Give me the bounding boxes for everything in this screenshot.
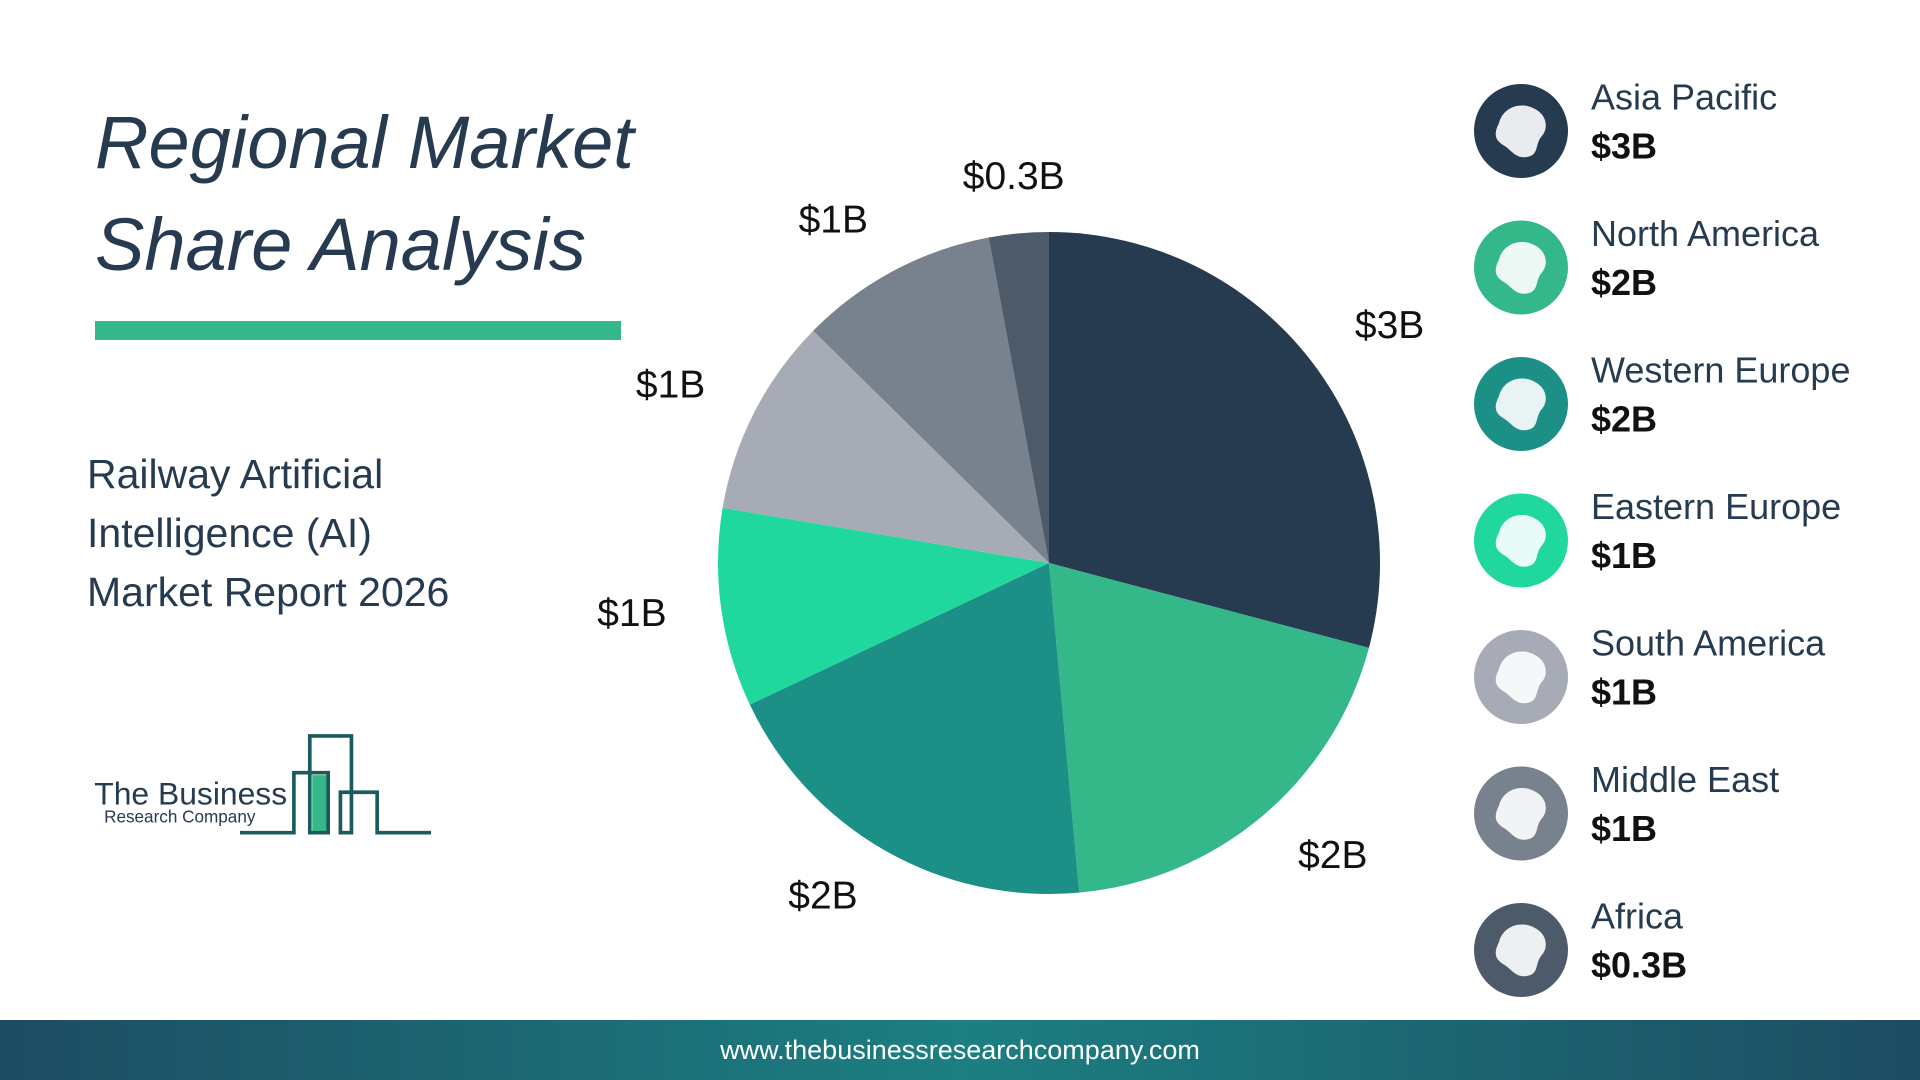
legend-value: $1B: [1591, 808, 1657, 849]
legend-label: Asia Pacific: [1591, 77, 1777, 118]
chart: The Business Research Company $3B $2B $2B $…: [94, 77, 1850, 997]
legend-icon: [1495, 924, 1546, 977]
logo-bar: [312, 775, 327, 833]
legend-icon: [1495, 378, 1546, 431]
title-underline: [95, 321, 621, 340]
legend-icon: [1495, 241, 1546, 294]
legend-icon: [1495, 105, 1546, 158]
pie-slice: [813, 237, 1049, 564]
legend-value: $1B: [1591, 535, 1657, 576]
data-label: $3B: [1355, 304, 1424, 347]
legend-icon: [1495, 787, 1546, 840]
subtitle: Railway Artificial Intelligence (AI) Mar…: [87, 451, 450, 615]
data-label: $1B: [799, 198, 868, 241]
legend-value: $2B: [1591, 262, 1657, 303]
data-label: $0.3B: [963, 155, 1065, 198]
legend-label: Western Europe: [1591, 350, 1850, 391]
data-label: $1B: [597, 592, 666, 635]
logo-sub: Research Company: [104, 806, 256, 826]
pie-slice: [988, 232, 1049, 563]
pie-slice: [749, 563, 1080, 894]
legend-value: $1B: [1591, 672, 1657, 713]
footer: www.thebusinessresearchcompany.com: [0, 1020, 1920, 1080]
pie-slice: [1049, 232, 1380, 648]
chart-title: Regional Market Share Analysis: [95, 101, 634, 286]
pie-slice: [1049, 563, 1369, 893]
logo: The Business Research Company: [94, 734, 432, 835]
legend-label: South America: [1591, 623, 1826, 664]
pie-slice: [718, 507, 1049, 705]
legend-icon: [1495, 514, 1546, 567]
legend-icon: [1495, 651, 1546, 704]
data-label: $2B: [1298, 834, 1367, 877]
pie-slice: [722, 330, 1049, 563]
legend-label: Middle East: [1591, 759, 1779, 800]
legend-label: Eastern Europe: [1591, 486, 1841, 527]
legend-value: $2B: [1591, 399, 1657, 440]
logo-lines: [240, 734, 432, 835]
footer-url: www.thebusinessresearchcompany.com: [720, 1035, 1200, 1065]
data-label: $1B: [636, 364, 705, 407]
legend-value: $0.3B: [1591, 945, 1687, 986]
logo-name: The Business: [94, 775, 287, 811]
legend-value: $3B: [1591, 126, 1657, 167]
legend-label: Africa: [1591, 896, 1684, 937]
legend-label: North America: [1591, 213, 1820, 254]
data-label: $2B: [788, 875, 857, 918]
